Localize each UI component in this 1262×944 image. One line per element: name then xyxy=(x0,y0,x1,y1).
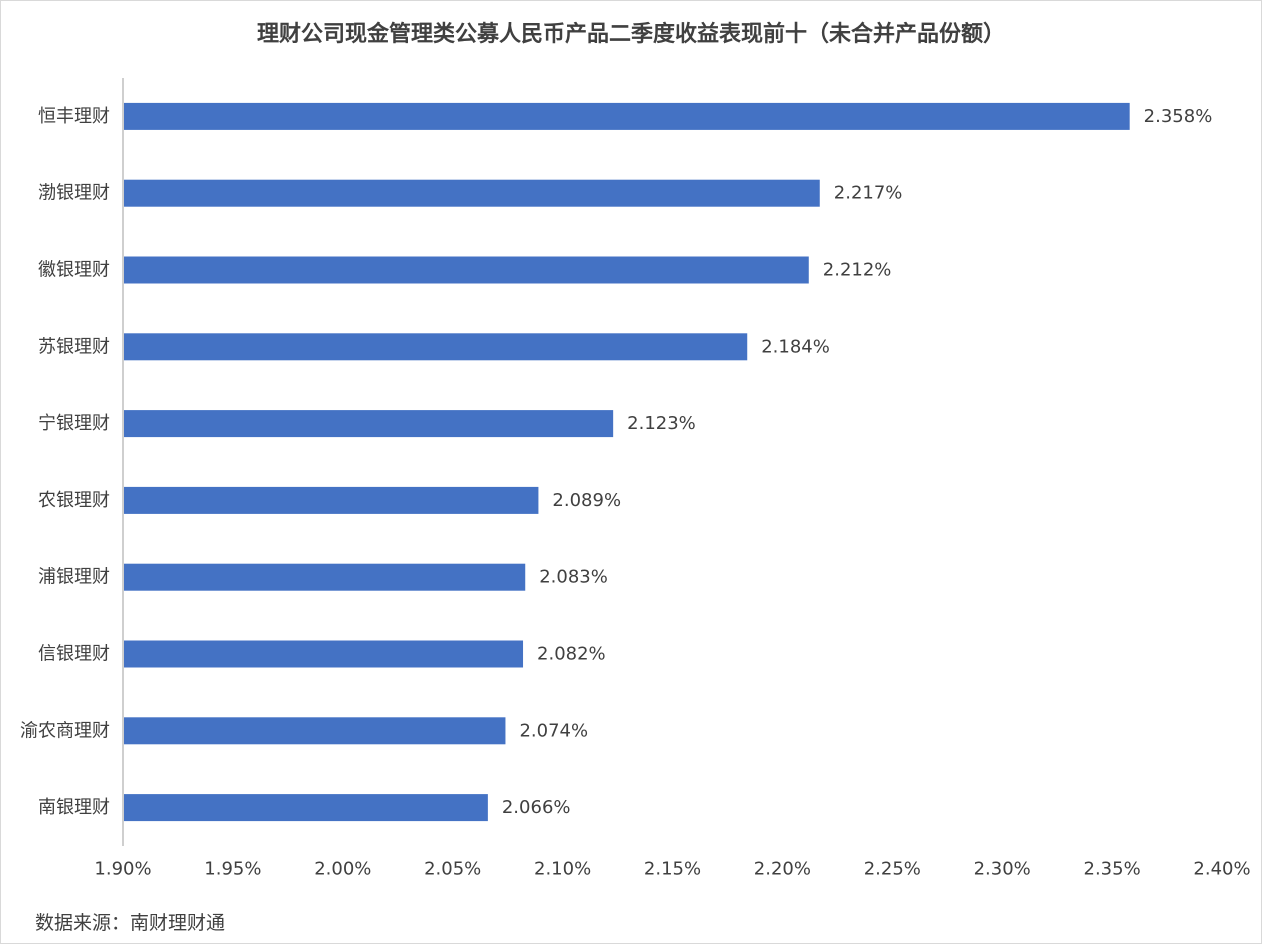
category-label: 浦银理财 xyxy=(38,567,110,588)
x-tick-label: 2.05% xyxy=(424,859,481,880)
x-tick-label: 2.25% xyxy=(864,859,921,880)
x-tick-label: 1.90% xyxy=(94,859,151,880)
bar xyxy=(124,102,1130,130)
data-label: 2.184% xyxy=(761,336,830,357)
chart-title: 理财公司现金管理类公募人民币产品二季度收益表现前十（未合并产品份额） xyxy=(256,22,1005,47)
data-source-note: 数据来源：南财理财通 xyxy=(35,912,226,934)
bar xyxy=(124,410,614,438)
data-label: 2.082% xyxy=(537,644,606,665)
x-tick-label: 2.35% xyxy=(1084,859,1141,880)
bar xyxy=(124,640,524,668)
category-label: 苏银理财 xyxy=(38,336,110,357)
data-label: 2.083% xyxy=(539,567,608,588)
bar xyxy=(124,794,488,822)
x-tick-label: 2.15% xyxy=(644,859,701,880)
category-label: 南银理财 xyxy=(38,797,110,818)
bar xyxy=(124,717,506,745)
category-label: 宁银理财 xyxy=(38,413,110,434)
category-label: 徽银理财 xyxy=(38,260,110,281)
x-tick-label: 1.95% xyxy=(204,859,261,880)
data-label: 2.123% xyxy=(627,413,696,434)
x-tick-label: 2.00% xyxy=(314,859,371,880)
data-label: 2.212% xyxy=(823,260,892,281)
category-label: 信银理财 xyxy=(38,644,110,665)
data-label: 2.089% xyxy=(552,490,621,511)
bar xyxy=(124,486,539,514)
data-label: 2.066% xyxy=(502,797,571,818)
bar xyxy=(124,333,748,361)
bar xyxy=(124,179,820,207)
x-tick-label: 2.10% xyxy=(534,859,591,880)
data-label: 2.358% xyxy=(1144,106,1213,127)
x-tick-label: 2.30% xyxy=(974,859,1031,880)
bar xyxy=(124,256,809,284)
category-label: 恒丰理财 xyxy=(38,106,110,127)
bar xyxy=(124,563,526,591)
x-tick-label: 2.40% xyxy=(1193,859,1250,880)
category-label: 渤银理财 xyxy=(38,183,110,204)
x-tick-label: 2.20% xyxy=(754,859,811,880)
data-label: 2.217% xyxy=(834,183,903,204)
category-label: 农银理财 xyxy=(38,490,110,511)
data-label: 2.074% xyxy=(519,720,588,741)
category-label: 渝农商理财 xyxy=(20,720,110,741)
